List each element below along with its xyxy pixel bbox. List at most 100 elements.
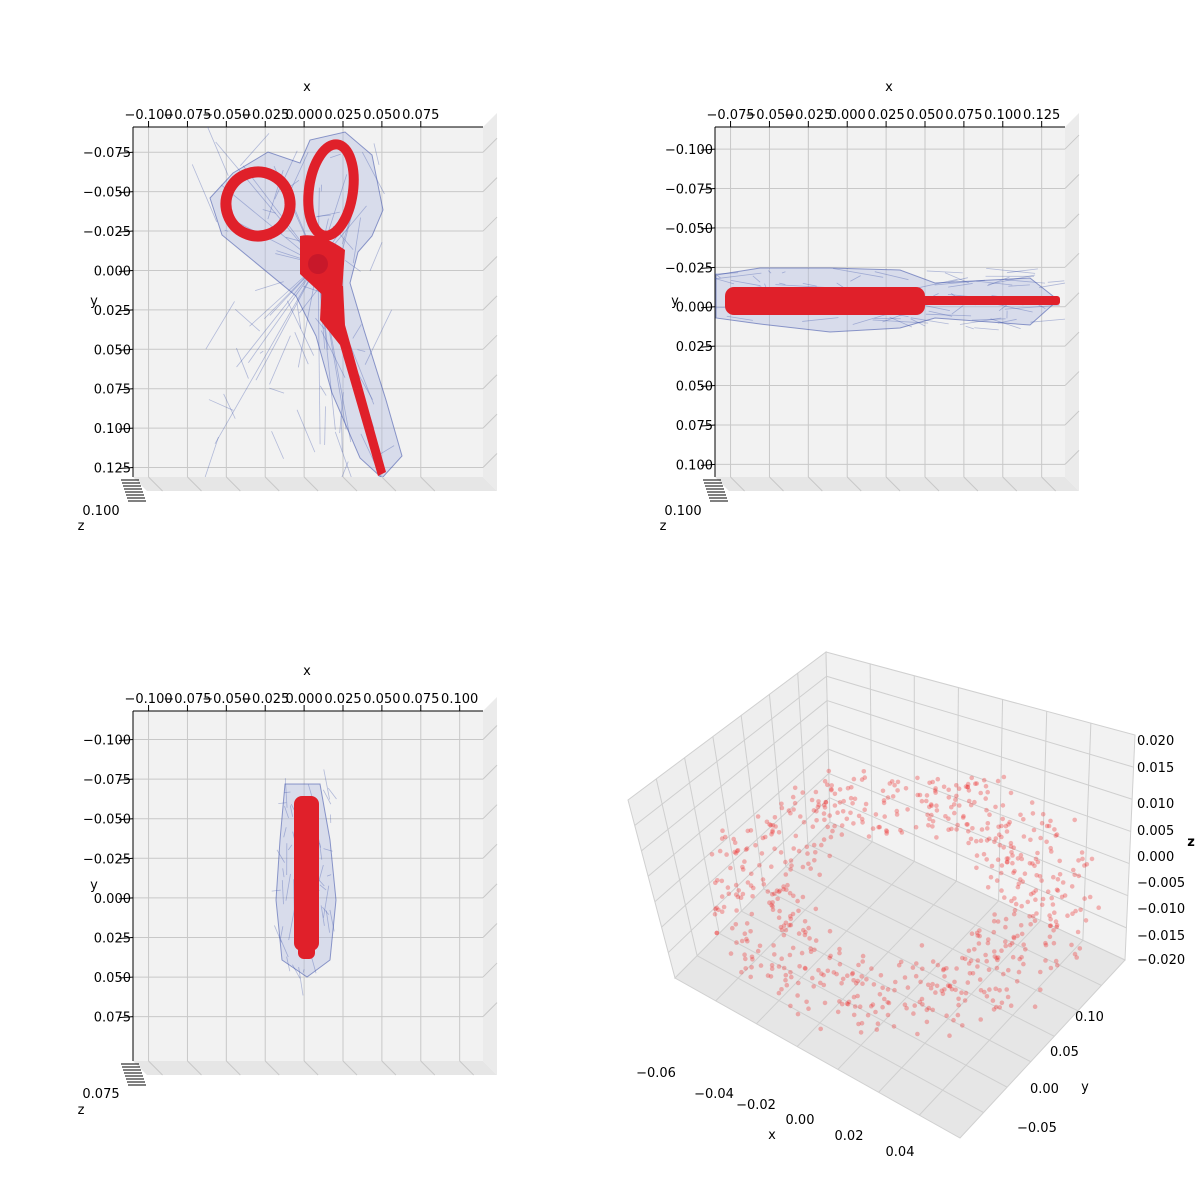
scatter-point <box>1027 861 1033 866</box>
x-tick-label: 0.050 <box>363 692 400 707</box>
mesh-edge <box>910 317 949 325</box>
scatter-point <box>969 931 975 936</box>
scatter-point <box>1048 818 1053 824</box>
pane-floor <box>133 1061 497 1075</box>
scatter-point <box>811 842 817 848</box>
scatter-point <box>951 802 957 807</box>
y-tick-mark <box>118 388 134 391</box>
floor-grid-line <box>303 1060 319 1076</box>
scatter-point <box>1057 872 1063 877</box>
scatter-point <box>1010 954 1016 960</box>
scatter-point <box>943 814 948 819</box>
scatter-point <box>885 987 891 992</box>
scatter-point <box>873 1009 878 1015</box>
scatter-point <box>776 889 782 895</box>
scatter-point <box>915 1031 920 1037</box>
floor-grid-line <box>342 476 358 492</box>
mesh-edge <box>369 242 383 272</box>
scatter-point <box>1060 880 1066 885</box>
scatter-point <box>1003 924 1008 930</box>
grid-line <box>696 955 984 1114</box>
scatter-point <box>869 966 874 971</box>
scatter-point <box>995 957 1000 963</box>
scatter-point <box>786 808 792 813</box>
scatter-point <box>1075 929 1081 935</box>
scatter-point <box>797 964 802 969</box>
scatter-point <box>840 809 846 814</box>
mesh-edge <box>294 332 309 365</box>
scatter-point <box>812 947 817 953</box>
y-tick-mark <box>118 857 134 860</box>
scatter-point <box>932 788 938 793</box>
scatter-point <box>955 822 960 828</box>
scatter-point <box>992 954 998 959</box>
scatter-point <box>941 784 947 790</box>
scatter-point <box>905 985 911 990</box>
scatter-point <box>1038 987 1043 992</box>
scatter-point <box>934 808 940 813</box>
scatter-point <box>930 824 935 829</box>
scatter-point <box>808 949 814 954</box>
y-tick-label: −0.025 <box>665 261 713 276</box>
side-grid-line <box>482 1002 498 1018</box>
x-tick-label: 0.025 <box>868 108 905 123</box>
scatter-point <box>970 826 975 831</box>
scatter-point <box>1014 979 1020 984</box>
mesh-edge <box>726 315 753 321</box>
scatter-point <box>840 976 846 982</box>
scatter-point <box>1011 845 1016 850</box>
scatter-point <box>808 866 813 871</box>
scatter-point <box>878 973 884 978</box>
scatter-point <box>827 813 832 818</box>
object-screwdriver <box>715 267 1065 333</box>
mesh-edge <box>317 263 321 445</box>
scatter-point <box>1033 897 1038 902</box>
scatter-point <box>733 892 739 897</box>
scatter-point <box>788 922 794 928</box>
scatter-point <box>1039 820 1045 826</box>
mesh-edge <box>286 300 315 356</box>
x-tick-label: 0.000 <box>286 692 323 707</box>
scatter-point <box>1011 934 1016 940</box>
scatter-point <box>857 1004 863 1009</box>
scatter-point <box>946 827 951 832</box>
scatter-point <box>977 928 982 933</box>
scatter-point <box>965 822 970 827</box>
mesh-edge <box>352 217 361 264</box>
mesh-edge <box>286 956 291 972</box>
scatter-point <box>895 788 900 793</box>
grid <box>634 663 1134 1116</box>
scatter-point <box>859 816 865 822</box>
scatter-point <box>714 930 720 936</box>
scatter-point <box>759 851 765 856</box>
scatter-point <box>835 1009 841 1015</box>
scatter-point <box>981 851 987 857</box>
scatter-point <box>1040 811 1046 817</box>
scatter-point <box>1069 884 1075 889</box>
scatter-point <box>992 839 997 845</box>
scatter-point <box>860 820 865 825</box>
scatter-point <box>925 812 930 818</box>
scatter-point <box>789 974 794 980</box>
scatter-point <box>893 979 898 985</box>
scatter-point <box>999 834 1004 840</box>
scatter-point <box>905 807 910 812</box>
surface-ring-left <box>220 166 296 242</box>
scatter-point <box>827 853 832 859</box>
scatter-point <box>1052 910 1057 915</box>
scatter-point <box>769 832 774 837</box>
scatter-point <box>933 786 938 791</box>
mesh-edge <box>361 152 385 195</box>
scatter-point <box>749 965 754 970</box>
scatter-point <box>977 977 983 982</box>
scatter-point <box>740 867 746 872</box>
y-tick-label: −0.050 <box>83 186 131 201</box>
grid-line <box>763 888 1055 1037</box>
floor-grid-line <box>148 1060 163 1076</box>
scatter-point <box>1051 928 1056 933</box>
scatter-point <box>788 810 793 816</box>
scatter-point <box>998 870 1004 876</box>
scatter-point <box>1076 858 1081 863</box>
scatter-point <box>1008 844 1014 849</box>
scatter-point <box>975 933 980 938</box>
